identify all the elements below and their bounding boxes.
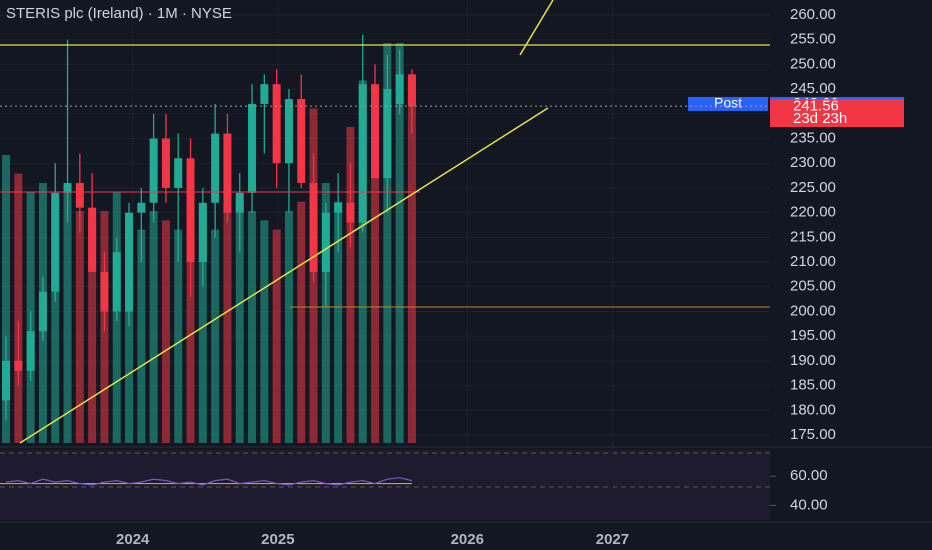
plot (0, 0, 770, 520)
y-tick-label: 250.00 (790, 55, 836, 72)
candle-body (371, 84, 380, 179)
volume-bar (75, 211, 84, 443)
y-tick-label: 225.00 (790, 179, 836, 196)
x-tick-label: 2025 (261, 531, 294, 548)
candle-body (395, 74, 404, 104)
candle-body (14, 360, 23, 371)
volume-bar (137, 229, 146, 443)
trend-line (519, 0, 554, 56)
volume-bar (211, 229, 220, 443)
last-price-label: 241.56 (793, 98, 839, 115)
volume-bar (149, 211, 158, 443)
volume-bar (14, 173, 23, 443)
candle-body (284, 99, 293, 164)
volume-bar (371, 99, 380, 443)
x-tick-label: 2024 (116, 531, 150, 548)
candle-body (125, 212, 134, 312)
volume-bar (161, 220, 170, 443)
candle-body (321, 212, 330, 272)
candle-body (358, 84, 367, 223)
volume-bar (334, 201, 343, 443)
volume-bar (88, 220, 97, 443)
candle-body (137, 202, 146, 213)
rsi-tick-label: 40.00 (790, 496, 828, 513)
trend-line (19, 107, 549, 444)
candle-body (407, 74, 416, 107)
y-tick-label: 245.00 (790, 80, 836, 97)
volume-bar (186, 239, 195, 443)
last-price-badge (770, 99, 904, 128)
volume-bar (407, 80, 416, 443)
candle-body (198, 202, 207, 263)
y-tick-label: 190.00 (790, 352, 836, 369)
candle-body (161, 138, 170, 188)
volume-bar (248, 211, 257, 443)
candle-body (260, 84, 269, 104)
y-tick-label: 210.00 (790, 253, 836, 270)
candle-body (51, 192, 60, 292)
candle-body (100, 271, 109, 312)
candle-body (149, 138, 158, 203)
volume-bar (272, 229, 281, 443)
candle-body (174, 158, 183, 188)
volume-bar (260, 220, 269, 443)
candle-body (88, 207, 97, 272)
candle-body (346, 202, 355, 223)
post-badge (688, 96, 768, 111)
candle-body (297, 99, 306, 183)
candle-body (235, 192, 244, 213)
candle-body (112, 252, 121, 312)
x-tick-label: 2027 (596, 531, 629, 548)
y-tick-label: 195.00 (790, 327, 836, 344)
candle-body (38, 291, 47, 332)
volume-bar (383, 43, 392, 443)
rsi-pane (0, 450, 770, 520)
countdown-label: 23d 23h (793, 110, 847, 127)
candle-body (211, 133, 220, 203)
candle-body (75, 183, 84, 208)
candle-body (223, 133, 232, 213)
volume-bar (2, 155, 11, 443)
candle-body (186, 158, 195, 263)
volume-bar (395, 43, 404, 443)
volume-bar (223, 211, 232, 443)
y-tick-label: 185.00 (790, 377, 836, 394)
post-label: Post (714, 95, 742, 111)
y-tick-label: 200.00 (790, 302, 836, 319)
volume-bar (125, 220, 134, 443)
y-tick-label: 260.00 (790, 6, 836, 23)
candle-body (309, 183, 318, 272)
volume-bar (235, 201, 244, 443)
rsi-tick-label: 60.00 (790, 467, 828, 484)
y-tick-label: 215.00 (790, 228, 836, 245)
rsi-line (5, 477, 413, 486)
candle-body (26, 331, 35, 371)
candle-body (334, 202, 343, 213)
y-tick-label: 220.00 (790, 204, 836, 221)
candle-body (272, 84, 281, 164)
volume-bar (51, 201, 60, 443)
candle-body (248, 103, 257, 193)
volume-bar (358, 80, 367, 443)
y-tick-label: 205.00 (790, 278, 836, 295)
volume-bar (346, 127, 355, 443)
volume-bar (321, 183, 330, 443)
candle-body (63, 183, 72, 193)
y-tick-label: 175.00 (790, 426, 836, 443)
volume-bar (63, 192, 72, 443)
volume-bar (284, 211, 293, 443)
x-tick-label: 2026 (451, 531, 484, 548)
y-tick-label: 235.00 (790, 129, 836, 146)
y-tick-label: 255.00 (790, 31, 836, 48)
candle-body (2, 360, 11, 401)
volume-bar (174, 229, 183, 443)
chart-title: STERIS plc (Ireland) · 1M · NYSE (6, 5, 232, 22)
y-tick-label: 180.00 (790, 401, 836, 418)
volume-bar (297, 201, 306, 443)
y-tick-label: 230.00 (790, 154, 836, 171)
candle-body (383, 89, 392, 179)
